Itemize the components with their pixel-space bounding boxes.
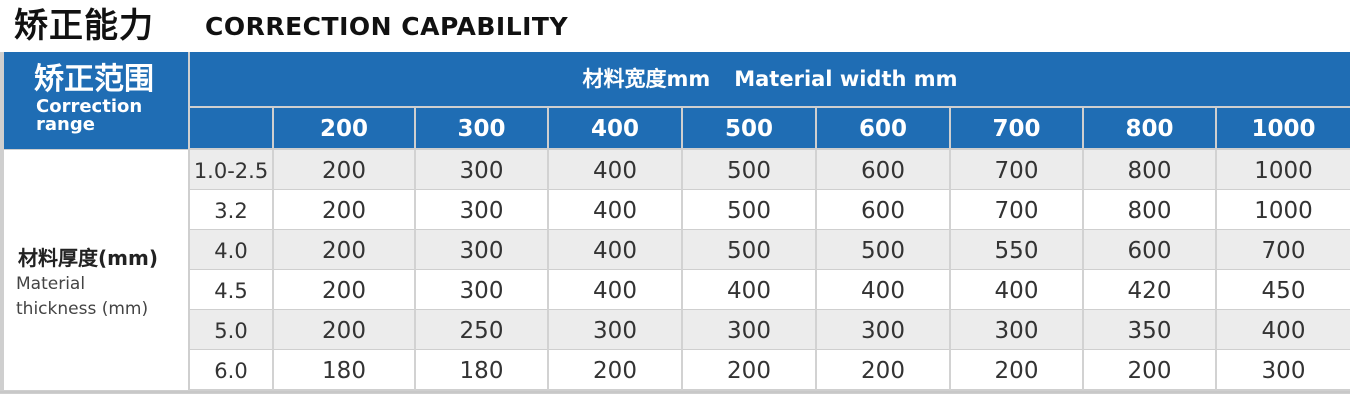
- capacity-cell: 180: [322, 358, 366, 384]
- capacity-cell: 400: [861, 278, 905, 304]
- capacity-cell: 700: [994, 158, 1039, 184]
- column-divider: [1215, 150, 1217, 390]
- capacity-cell: 300: [1261, 358, 1306, 384]
- column-divider: [949, 150, 951, 390]
- thickness-cell: 4.0: [214, 239, 248, 263]
- capacity-cell: 1000: [1254, 158, 1313, 184]
- material-width-cn: 材料宽度mm: [582, 67, 711, 91]
- column-divider: [414, 150, 416, 390]
- capacity-cell: 400: [593, 158, 637, 184]
- capacity-cell: 250: [459, 318, 504, 344]
- capacity-cell: 500: [727, 238, 771, 264]
- capacity-cell: 200: [322, 278, 366, 304]
- column-divider: [1082, 150, 1084, 390]
- material-width-header: 材料宽度mm Material width mm: [190, 52, 1350, 106]
- thickness-cell: 5.0: [214, 319, 248, 343]
- thickness-cell: 6.0: [214, 359, 248, 383]
- width-column-header: 300: [416, 108, 547, 148]
- capacity-cell: 800: [1127, 158, 1172, 184]
- table-bottom-border: [0, 391, 1350, 393]
- table-row: 4.0 200 300 400 500 500 550 600 700: [190, 230, 1350, 269]
- width-column-header: 600: [817, 108, 949, 148]
- capacity-cell: 500: [727, 198, 771, 224]
- correction-range-header: 矫正范围 Correction range: [4, 52, 188, 149]
- capacity-cell: 200: [994, 358, 1039, 384]
- capacity-cell: 600: [861, 158, 905, 184]
- capacity-cell: 300: [861, 318, 905, 344]
- correction-range-en: Correction range: [36, 96, 143, 135]
- capacity-cell: 400: [727, 278, 771, 304]
- width-column-header: 200: [274, 108, 414, 148]
- capacity-cell: 500: [727, 158, 771, 184]
- capacity-cell: 300: [459, 238, 504, 264]
- capacity-cell: 1000: [1254, 198, 1313, 224]
- table-row: 6.0 180 180 200 200 200 200 200 300: [190, 350, 1350, 389]
- capacity-cell: 180: [459, 358, 504, 384]
- width-column-header: 1000: [1217, 108, 1350, 148]
- capacity-cell: 200: [322, 158, 366, 184]
- capacity-cell: 600: [861, 198, 905, 224]
- thickness-column-header: [190, 108, 272, 148]
- capacity-cell: 300: [459, 158, 504, 184]
- column-divider: [272, 150, 274, 390]
- capacity-cell: 420: [1127, 278, 1172, 304]
- capacity-cell: 500: [861, 238, 905, 264]
- capacity-cell: 700: [994, 198, 1039, 224]
- thickness-cell: 4.5: [214, 279, 248, 303]
- capacity-cell: 200: [593, 358, 637, 384]
- material-thickness-cn: 材料厚度(mm): [18, 246, 158, 270]
- width-column-header: 400: [549, 108, 681, 148]
- correction-capability-table: 矫正范围 Correction range 材料宽度mm Material wid…: [0, 52, 1350, 394]
- capacity-cell: 300: [459, 198, 504, 224]
- capacity-cell: 800: [1127, 198, 1172, 224]
- capacity-cell: 400: [1261, 318, 1306, 344]
- capacity-cell: 300: [593, 318, 637, 344]
- table-row: 5.0 200 250 300 300 300 300 350 400: [190, 310, 1350, 349]
- page-title: 矫正能力: [14, 6, 154, 46]
- width-column-header: 800: [1084, 108, 1215, 148]
- capacity-cell: 300: [994, 318, 1039, 344]
- capacity-cell: 550: [994, 238, 1039, 264]
- capacity-cell: 450: [1261, 278, 1306, 304]
- capacity-cell: 400: [593, 238, 637, 264]
- width-column-header: 700: [951, 108, 1082, 148]
- capacity-cell: 300: [459, 278, 504, 304]
- width-column-header: 500: [683, 108, 815, 148]
- thickness-cell: 1.0-2.5: [193, 159, 269, 183]
- capacity-cell: 200: [727, 358, 771, 384]
- table-row: 1.0-2.5 200 300 400 500 600 700 800 1000: [190, 150, 1350, 189]
- capacity-cell: 400: [593, 198, 637, 224]
- material-thickness-en: Material thickness (mm): [16, 274, 149, 319]
- thickness-cell: 3.2: [214, 199, 248, 223]
- table-row: 3.2 200 300 400 500 600 700 800 1000: [190, 190, 1350, 229]
- capacity-cell: 200: [322, 318, 366, 344]
- capacity-cell: 200: [861, 358, 905, 384]
- capacity-cell: 300: [727, 318, 771, 344]
- capacity-cell: 200: [322, 238, 366, 264]
- material-width-en: Material width mm: [734, 67, 958, 91]
- capacity-cell: 200: [1127, 358, 1172, 384]
- column-divider: [815, 150, 817, 390]
- capacity-cell: 350: [1127, 318, 1172, 344]
- capacity-cell: 600: [1127, 238, 1172, 264]
- column-divider: [547, 150, 549, 390]
- column-divider: [681, 150, 683, 390]
- capacity-cell: 700: [1261, 238, 1306, 264]
- material-thickness-label: 材料厚度(mm) Material thickness (mm): [4, 150, 188, 390]
- capacity-cell: 400: [593, 278, 637, 304]
- correction-range-cn: 矫正范围: [34, 62, 154, 97]
- capacity-cell: 200: [322, 198, 366, 224]
- table-row: 4.5 200 300 400 400 400 400 420 450: [190, 270, 1350, 309]
- page-subtitle: CORRECTION CAPABILITY: [205, 12, 569, 41]
- capacity-cell: 400: [994, 278, 1039, 304]
